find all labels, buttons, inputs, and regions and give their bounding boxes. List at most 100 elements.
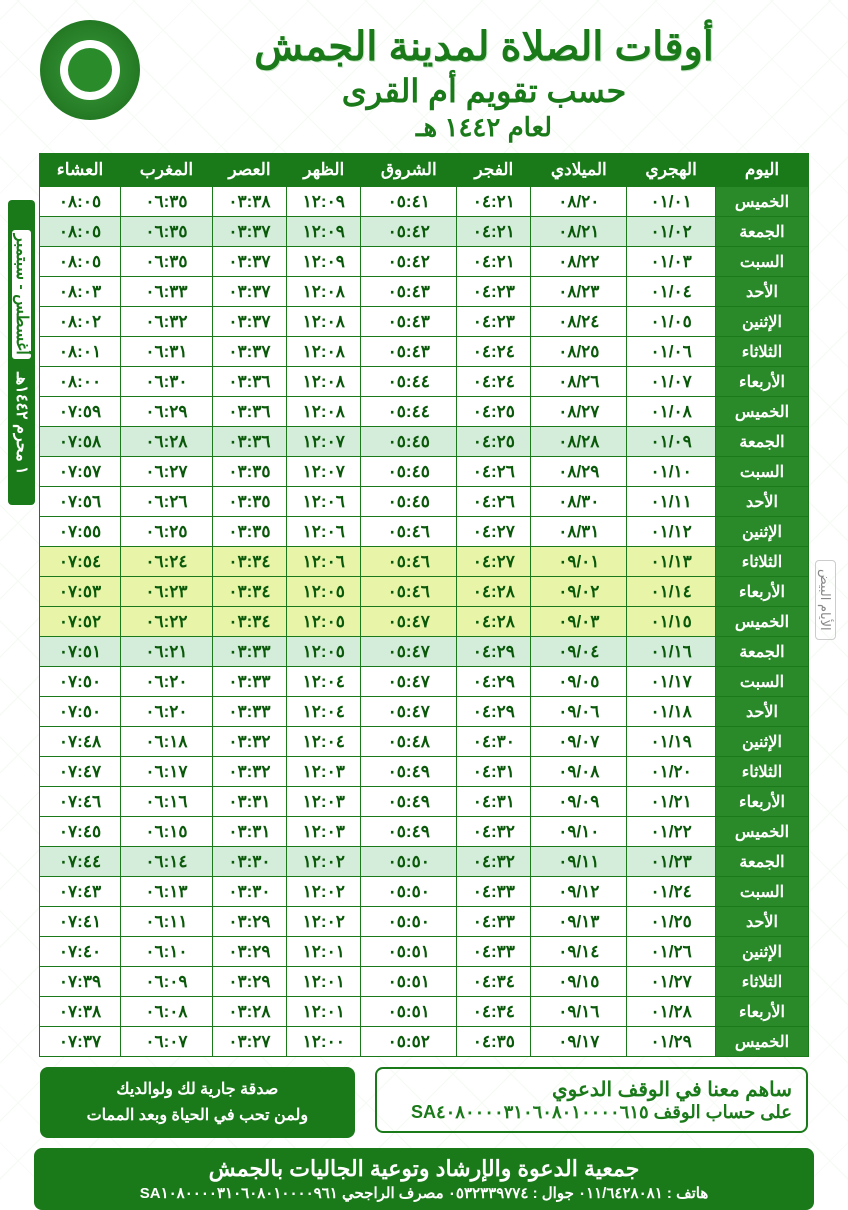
cell: ١٢:٠٨ (287, 307, 361, 337)
cell: ٠٧:٥٦ (40, 487, 121, 517)
table-row: الإثنين٠١/٢٦٠٩/١٤٠٤:٣٣٠٥:٥١١٢:٠١٠٣:٢٩٠٦:… (40, 937, 809, 967)
cell: الأربعاء (715, 997, 808, 1027)
cell: ٠٧:٤٨ (40, 727, 121, 757)
cell: ٠٥:٤٧ (361, 637, 457, 667)
cell: ٠٨:٠٥ (40, 217, 121, 247)
cell: ٠٦:٠٨ (121, 997, 213, 1027)
cell: ٠٤:٣٢ (457, 847, 531, 877)
cell: الأربعاء (715, 787, 808, 817)
cell: الأحد (715, 277, 808, 307)
title-main: أوقات الصلاة لمدينة الجمش (160, 24, 808, 70)
table-row: الأحد٠١/١١٠٨/٣٠٠٤:٢٦٠٥:٤٥١٢:٠٦٠٣:٣٥٠٦:٢٦… (40, 487, 809, 517)
header: أوقات الصلاة لمدينة الجمش حسب تقويم أم ا… (0, 0, 848, 153)
cell: ١٢:٠٥ (287, 577, 361, 607)
cell: ٠٨/٢٩ (531, 457, 627, 487)
table-row: الجمعة٠١/٢٣٠٩/١١٠٤:٣٢٠٥:٥٠١٢:٠٢٠٣:٣٠٠٦:١… (40, 847, 809, 877)
cell: ٠٩/١١ (531, 847, 627, 877)
cell: ٠٨:٠٠ (40, 367, 121, 397)
cell: ٠٨/٢٥ (531, 337, 627, 367)
cell: ٠٧:٣٨ (40, 997, 121, 1027)
cell: ١٢:٠٧ (287, 427, 361, 457)
cell: ٠٣:٣٧ (212, 217, 286, 247)
cell: ٠٣:٢٩ (212, 937, 286, 967)
cell: ٠٧:٤١ (40, 907, 121, 937)
col-4: الشروق (361, 154, 457, 187)
cell: ٠٣:٣٧ (212, 307, 286, 337)
cell: ٠٣:٣٥ (212, 487, 286, 517)
cell: ١٢:٠٦ (287, 517, 361, 547)
cell: ٠٥:٤٤ (361, 367, 457, 397)
cell: الخميس (715, 607, 808, 637)
cell: ٠٥:٥٠ (361, 847, 457, 877)
cell: الأحد (715, 487, 808, 517)
cell: ١٢:٠٤ (287, 727, 361, 757)
cell: ٠٣:٣٠ (212, 847, 286, 877)
cell: الأحد (715, 907, 808, 937)
cell: ٠١/٢٩ (627, 1027, 716, 1057)
col-5: الظهر (287, 154, 361, 187)
side-greg: أغسطس - سبتمبر (12, 230, 31, 359)
cell: ٠٩/٠٥ (531, 667, 627, 697)
cell: ٠٥:٤٢ (361, 247, 457, 277)
cell: ٠٥:٤٧ (361, 607, 457, 637)
cell: ٠٤:٢٧ (457, 547, 531, 577)
cell: ٠٤:٢٦ (457, 487, 531, 517)
table-row: الثلاثاء٠١/٠٦٠٨/٢٥٠٤:٢٤٠٥:٤٣١٢:٠٨٠٣:٣٧٠٦… (40, 337, 809, 367)
cell: ٠٦:١٣ (121, 877, 213, 907)
cell: ١٢:٠٥ (287, 637, 361, 667)
cell: ٠٥:٥١ (361, 937, 457, 967)
cell: ٠٥:٤٣ (361, 277, 457, 307)
cell: ١٢:٠٨ (287, 277, 361, 307)
motto-line2: ولمن تحب في الحياة وبعد الممات (54, 1103, 341, 1129)
cell: ٠٨/٢٠ (531, 187, 627, 217)
cell: ٠٣:٣٦ (212, 427, 286, 457)
cell: ٠١/٢٧ (627, 967, 716, 997)
cell: ٠٣:٢٩ (212, 967, 286, 997)
titles: أوقات الصلاة لمدينة الجمش حسب تقويم أم ا… (160, 20, 808, 143)
table-row: الخميس٠١/٢٢٠٩/١٠٠٤:٣٢٠٥:٤٩١٢:٠٣٠٣:٣١٠٦:١… (40, 817, 809, 847)
table-row: الأحد٠١/١٨٠٩/٠٦٠٤:٢٩٠٥:٤٧١٢:٠٤٠٣:٣٣٠٦:٢٠… (40, 697, 809, 727)
cell: ٠٥:٥٠ (361, 907, 457, 937)
col-8: العشاء (40, 154, 121, 187)
cell: ٠٥:٤٤ (361, 397, 457, 427)
cell: ٠٩/٠٨ (531, 757, 627, 787)
table-row: الخميس٠١/٠٨٠٨/٢٧٠٤:٢٥٠٥:٤٤١٢:٠٨٠٣:٣٦٠٦:٢… (40, 397, 809, 427)
cell: ٠٥:٤٦ (361, 517, 457, 547)
cell: ٠٧:٤٧ (40, 757, 121, 787)
table-row: الثلاثاء٠١/٢٧٠٩/١٥٠٤:٣٤٠٥:٥١١٢:٠١٠٣:٢٩٠٦… (40, 967, 809, 997)
cell: ٠٧:٥٧ (40, 457, 121, 487)
cell: ٠١/٢٣ (627, 847, 716, 877)
cell: ١٢:٠٨ (287, 397, 361, 427)
cell: ٠٨:٠٣ (40, 277, 121, 307)
prayer-table: اليومالهجريالميلاديالفجرالشروقالظهرالعصر… (39, 153, 809, 1057)
cell: ٠٦:٣٢ (121, 307, 213, 337)
footer: ساهم معنا في الوقف الدعوي على حساب الوقف… (0, 1057, 848, 1138)
cell: ١٢:٠٩ (287, 217, 361, 247)
cell: ٠٣:٣٣ (212, 637, 286, 667)
cell: ٠١/٢٠ (627, 757, 716, 787)
cell: ٠٦:١٦ (121, 787, 213, 817)
cell: ٠٩/١٥ (531, 967, 627, 997)
cell: ٠٨:٠٥ (40, 187, 121, 217)
cell: ٠١/٠٤ (627, 277, 716, 307)
cell: ٠١/١٢ (627, 517, 716, 547)
cell: ٠٦:٢٢ (121, 607, 213, 637)
cell: ٠٦:٣٥ (121, 187, 213, 217)
cell: ٠٤:٢٥ (457, 427, 531, 457)
cell: ٠٣:٣١ (212, 817, 286, 847)
cell: ٠٥:٤٦ (361, 547, 457, 577)
table-row: الأحد٠١/٠٤٠٨/٢٣٠٤:٢٣٠٥:٤٣١٢:٠٨٠٣:٣٧٠٦:٣٣… (40, 277, 809, 307)
waqf-line1: ساهم معنا في الوقف الدعوي (391, 1077, 792, 1102)
cell: ٠٨/٣٠ (531, 487, 627, 517)
cell: ٠١/١٠ (627, 457, 716, 487)
cell: ٠٥:٥١ (361, 997, 457, 1027)
cell: الأربعاء (715, 577, 808, 607)
table-row: السبت٠١/٢٤٠٩/١٢٠٤:٣٣٠٥:٥٠١٢:٠٢٠٣:٣٠٠٦:١٣… (40, 877, 809, 907)
cell: ٠٩/١٢ (531, 877, 627, 907)
waqf-line2: على حساب الوقف SA٤٠٨٠٠٠٠٣١٠٦٠٨٠١٠٠٠٠٦١٥ (391, 1102, 792, 1123)
table-row: الخميس٠١/٠١٠٨/٢٠٠٤:٢١٠٥:٤١١٢:٠٩٠٣:٣٨٠٦:٣… (40, 187, 809, 217)
cell: ٠٨/٢٧ (531, 397, 627, 427)
cell: ٠٤:٢٩ (457, 697, 531, 727)
col-3: الفجر (457, 154, 531, 187)
cell: ٠٦:٠٧ (121, 1027, 213, 1057)
